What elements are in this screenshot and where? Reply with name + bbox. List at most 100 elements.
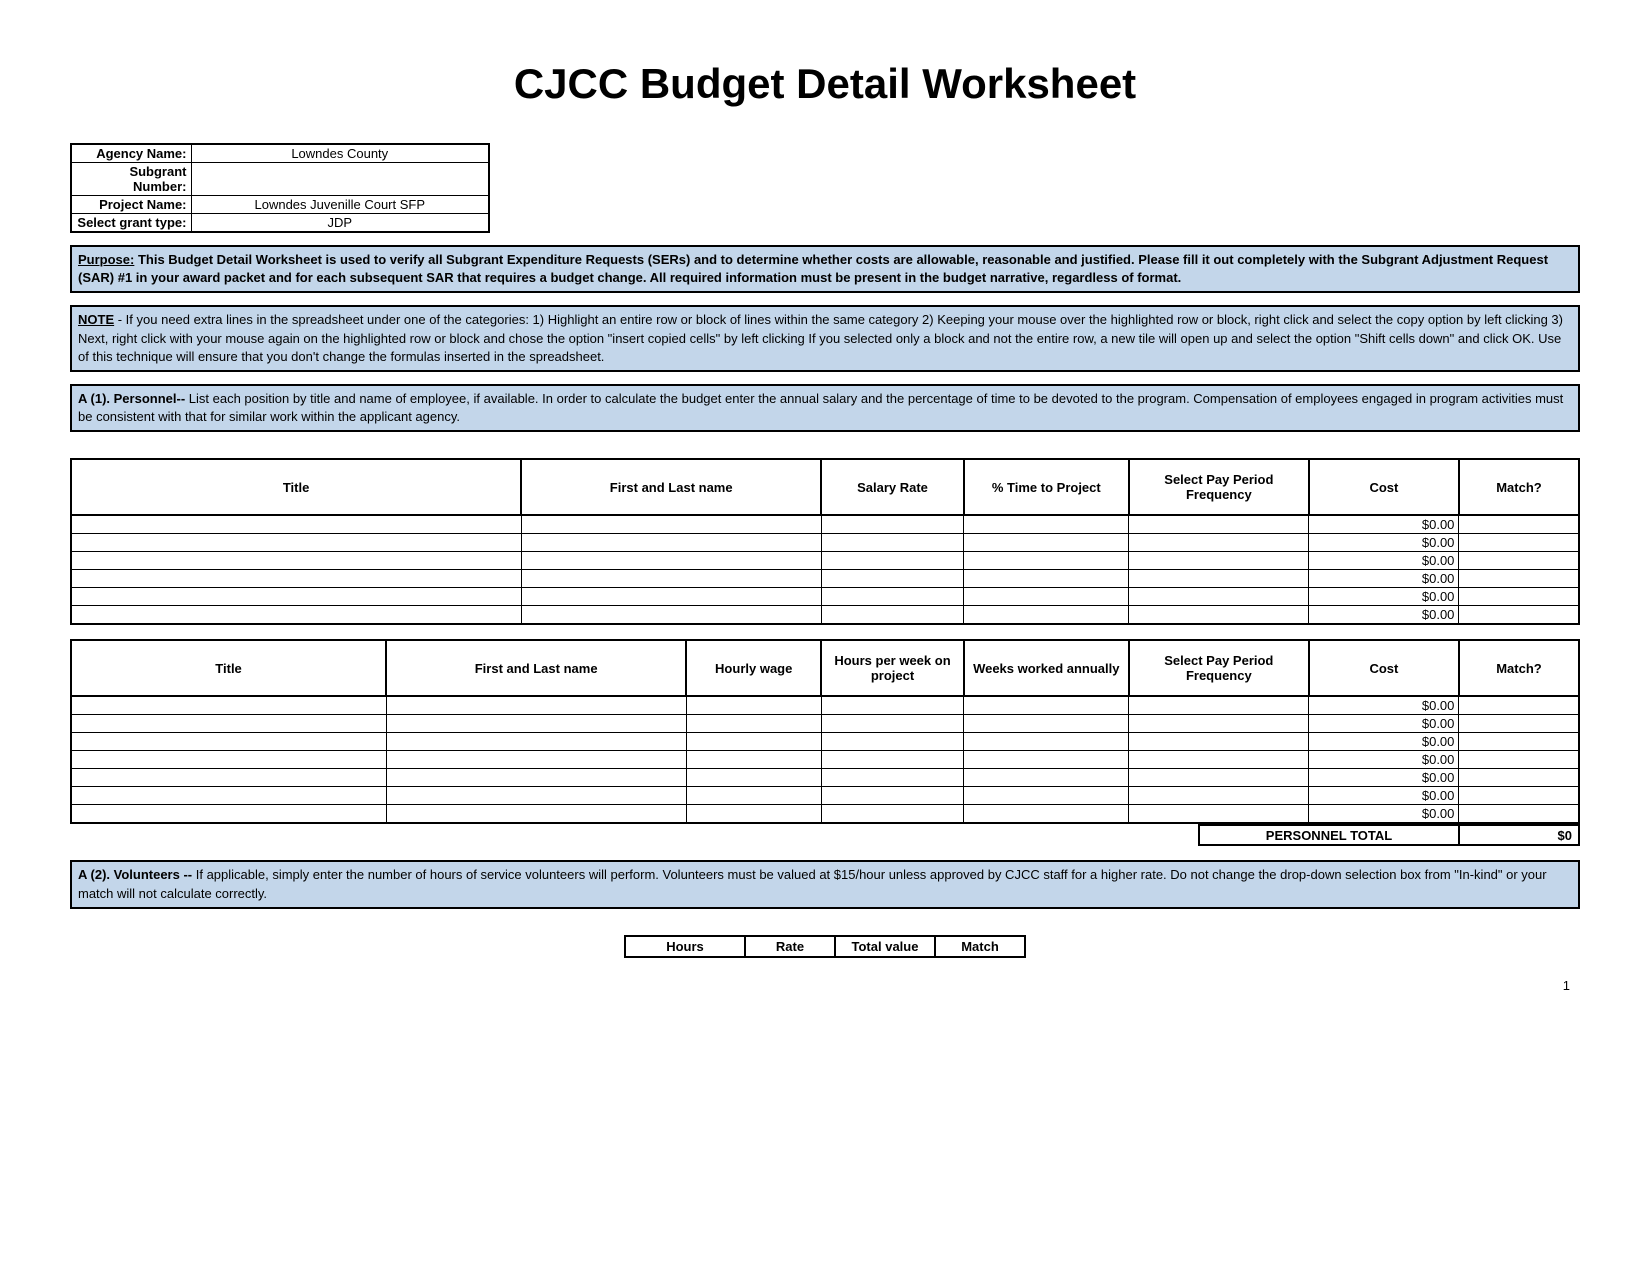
table2-header: Title <box>71 640 386 696</box>
section-a2-box: A (2). Volunteers -- If applicable, simp… <box>70 860 1580 908</box>
table1-header: % Time to Project <box>964 459 1129 515</box>
table-cell <box>521 552 821 570</box>
table-cell <box>964 515 1129 534</box>
table-cell <box>71 696 386 715</box>
table-cell: $0.00 <box>1309 733 1459 751</box>
personnel-total-row: PERSONNEL TOTAL $0 <box>1198 824 1580 846</box>
table-cell: $0.00 <box>1309 606 1459 625</box>
table2-header: Match? <box>1459 640 1579 696</box>
table-cell: $0.00 <box>1309 805 1459 824</box>
table-cell <box>1459 733 1579 751</box>
table-cell: $0.00 <box>1309 715 1459 733</box>
vol-header: Match <box>935 936 1025 957</box>
table-cell <box>1129 805 1309 824</box>
table-cell <box>821 552 964 570</box>
table-cell <box>686 696 821 715</box>
table-cell <box>1459 552 1579 570</box>
table-cell <box>1129 751 1309 769</box>
table-cell <box>821 534 964 552</box>
project-label: Project Name: <box>71 196 191 214</box>
table-cell <box>386 733 686 751</box>
table-cell <box>386 805 686 824</box>
table-cell: $0.00 <box>1309 570 1459 588</box>
table-cell <box>71 552 521 570</box>
table-cell <box>71 534 521 552</box>
table1-header: Match? <box>1459 459 1579 515</box>
table1-header: First and Last name <box>521 459 821 515</box>
section-a1-box: A (1). Personnel-- List each position by… <box>70 384 1580 432</box>
table-cell <box>821 515 964 534</box>
table-cell <box>964 787 1129 805</box>
table2-header: Hours per week on project <box>821 640 964 696</box>
table-cell <box>964 751 1129 769</box>
table-cell <box>964 588 1129 606</box>
table-cell <box>521 606 821 625</box>
table1-header: Select Pay Period Frequency <box>1129 459 1309 515</box>
table2-header: First and Last name <box>386 640 686 696</box>
table-cell <box>71 606 521 625</box>
table-cell <box>1129 552 1309 570</box>
table-cell <box>821 751 964 769</box>
table-cell <box>1459 534 1579 552</box>
table-cell <box>964 552 1129 570</box>
table-cell <box>1129 606 1309 625</box>
table-cell <box>821 805 964 824</box>
table-cell: $0.00 <box>1309 552 1459 570</box>
table-cell <box>1129 570 1309 588</box>
grant-type-value: JDP <box>191 214 489 233</box>
table-cell <box>964 733 1129 751</box>
table-cell <box>964 805 1129 824</box>
table-cell <box>521 588 821 606</box>
table-cell <box>71 515 521 534</box>
table-cell <box>686 751 821 769</box>
table1-header: Title <box>71 459 521 515</box>
table-cell <box>821 769 964 787</box>
table-cell <box>964 769 1129 787</box>
vol-header: Hours <box>625 936 745 957</box>
table-cell <box>964 534 1129 552</box>
table-cell <box>71 805 386 824</box>
table-cell <box>1459 787 1579 805</box>
personnel-table-salary: TitleFirst and Last nameSalary Rate% Tim… <box>70 458 1580 625</box>
table-cell <box>71 751 386 769</box>
table-cell <box>1459 515 1579 534</box>
table-cell: $0.00 <box>1309 787 1459 805</box>
grant-type-label: Select grant type: <box>71 214 191 233</box>
section-a2-text: If applicable, simply enter the number o… <box>78 867 1547 900</box>
table-cell: $0.00 <box>1309 534 1459 552</box>
table-cell <box>686 787 821 805</box>
table2-header: Weeks worked annually <box>964 640 1129 696</box>
table-cell <box>821 606 964 625</box>
subgrant-value <box>191 163 489 196</box>
info-table: Agency Name: Lowndes County Subgrant Num… <box>70 143 490 233</box>
personnel-total-label: PERSONNEL TOTAL <box>1199 825 1459 845</box>
vol-header: Total value <box>835 936 935 957</box>
agency-label: Agency Name: <box>71 144 191 163</box>
table-cell <box>821 733 964 751</box>
table-cell: $0.00 <box>1309 696 1459 715</box>
table-cell <box>1129 787 1309 805</box>
table-cell <box>821 787 964 805</box>
vol-header: Rate <box>745 936 835 957</box>
table-cell <box>964 696 1129 715</box>
table-cell <box>821 696 964 715</box>
table1-header: Cost <box>1309 459 1459 515</box>
table-cell <box>686 715 821 733</box>
purpose-text: This Budget Detail Worksheet is used to … <box>78 252 1548 285</box>
table-cell <box>71 715 386 733</box>
table-cell <box>1129 534 1309 552</box>
table-cell <box>71 588 521 606</box>
table-cell <box>821 588 964 606</box>
table-cell <box>1459 769 1579 787</box>
table-cell <box>1129 769 1309 787</box>
table2-header: Select Pay Period Frequency <box>1129 640 1309 696</box>
section-a2-label: A (2). Volunteers -- <box>78 867 192 882</box>
table2-header: Hourly wage <box>686 640 821 696</box>
table-cell <box>821 715 964 733</box>
table-cell <box>521 515 821 534</box>
table-cell <box>71 733 386 751</box>
table-cell <box>386 696 686 715</box>
table-cell <box>821 570 964 588</box>
project-value: Lowndes Juvenille Court SFP <box>191 196 489 214</box>
table-cell <box>1459 588 1579 606</box>
